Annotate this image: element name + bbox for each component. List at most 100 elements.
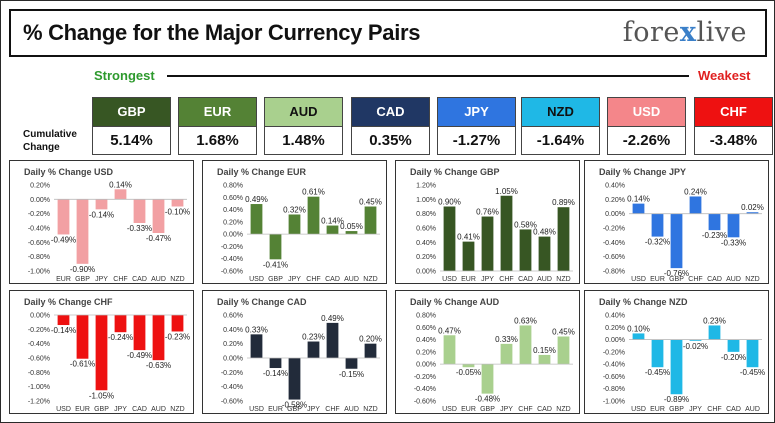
y-tick-label: 0.40% [223,207,243,214]
data-label: 0.24% [684,187,707,196]
category-label: USD [442,276,457,283]
y-tick-label: 0.00% [30,313,50,320]
y-tick-label: 1.00% [416,197,436,204]
currency-cumulative-value: -3.48% [695,126,772,155]
data-label: -0.58% [282,401,307,410]
data-label: 0.14% [321,217,344,226]
category-label: CAD [537,406,552,413]
bar-chf [326,322,339,358]
bar-cad [727,339,740,352]
bar-aud [152,199,165,234]
bar-cad [538,354,551,365]
bar-chart: 0.60% 0.40% 0.20% 0.00% -0.20% -0.40% -0.60% 0.… [221,313,382,414]
currency-code: JPY [438,98,515,126]
data-label: -0.41% [263,260,288,269]
data-label: 0.23% [703,316,726,325]
chart-title: Daily % Change CAD [217,297,307,307]
y-tick-label: -0.60% [221,269,243,276]
category-label: USD [442,406,457,413]
header-banner: % Change for the Major Currency Pairs fo… [9,9,767,57]
bar-chart: 0.00% -0.20% -0.40% -0.60% -0.80% -1.00% -1.20… [28,313,190,414]
bar-nzd [171,315,184,332]
bar-eur [651,213,664,237]
bar-aud [538,236,551,271]
category-label: EUR [461,406,476,413]
y-tick-label: 0.00% [605,211,625,218]
category-label: NZD [170,406,184,413]
chart-panel-aud: Daily % Change AUD 0.80% 0.60% 0.40% 0.20% 0.… [395,290,580,414]
currency-code: CAD [352,98,429,126]
category-label: EUR [56,276,71,283]
category-label: GBP [480,406,495,413]
data-label: 0.76% [476,208,499,217]
chart-title: Daily % Change AUD [410,297,500,307]
category-label: JPY [307,406,320,413]
data-label: -0.32% [645,238,670,247]
data-label: -0.14% [263,369,288,378]
chart-title: Daily % Change CHF [24,297,113,307]
bar-gbp [670,339,683,395]
currency-cumulative-value: 0.35% [352,126,429,155]
y-tick-label: 1.20% [416,183,436,190]
category-label: AUD [344,276,359,283]
data-label: 0.45% [552,328,575,337]
bar-nzd [557,207,570,271]
y-tick-label: 0.00% [416,269,436,276]
bar-chart: 0.40% 0.20% 0.00% -0.20% -0.40% -0.60% -0.80% 0… [603,183,764,284]
y-tick-label: -0.60% [221,399,243,406]
cumulative-change-label: Cumulative Change [23,129,77,153]
category-label: JPY [114,406,127,413]
chart-title: Daily % Change NZD [599,297,688,307]
bar-gbp [269,234,282,260]
data-label: 0.49% [245,195,268,204]
currency-code: USD [608,98,685,126]
bar-jpy [481,216,494,271]
data-label: -0.89% [664,395,689,404]
bar-eur [57,199,70,235]
bar-usd [632,203,645,214]
currency-box-chf: CHF -3.48% [694,97,773,155]
category-label: AUD [151,406,166,413]
category-label: EUR [650,406,665,413]
bar-aud [345,358,358,369]
strongest-label: Strongest [94,68,155,83]
data-label: -0.49% [51,235,76,244]
bar-chf [689,196,702,214]
bar-aud [746,339,759,368]
y-tick-label: -0.40% [603,362,625,369]
y-tick-label: -0.40% [28,226,50,233]
currency-box-jpy: JPY -1.27% [437,97,516,155]
chart-panel-usd: Daily % Change USD 0.20% 0.00% -0.20% -0.40%… [9,160,194,284]
data-label: -0.76% [664,269,689,278]
data-label: 0.33% [245,325,268,334]
y-tick-label: -0.20% [221,244,243,251]
chart-panel-nzd: Daily % Change NZD 0.40% 0.20% 0.00% -0.20% -… [584,290,769,414]
y-tick-label: 0.40% [416,337,436,344]
bar-nzd [746,212,759,214]
bar-eur [462,241,475,271]
data-label: -0.90% [70,265,95,274]
chart-panel-jpy: Daily % Change JPY 0.40% 0.20% 0.00% -0.20% -… [584,160,769,284]
bar-gbp [670,213,683,269]
y-tick-label: 0.20% [223,219,243,226]
y-tick-label: 0.40% [605,313,625,320]
y-tick-label: -0.80% [603,386,625,393]
y-tick-label: 0.80% [223,183,243,190]
bar-chart: 0.40% 0.20% 0.00% -0.20% -0.40% -0.60% -0.80% -… [603,313,765,414]
data-label: 0.49% [321,314,344,323]
currency-box-eur: EUR 1.68% [178,97,257,155]
data-label: -0.02% [683,342,708,351]
y-tick-label: -0.80% [28,370,50,377]
data-label: 0.45% [359,198,382,207]
data-label: -0.61% [70,360,95,369]
category-label: CAD [132,276,147,283]
category-label: JPY [288,276,301,283]
category-label: AUD [726,276,741,283]
y-tick-label: -0.20% [28,327,50,334]
y-tick-label: 0.40% [223,327,243,334]
data-label: -0.45% [645,368,670,377]
data-label: 0.20% [359,335,382,344]
data-label: -0.15% [339,370,364,379]
category-label: NZD [745,276,759,283]
data-label: -0.49% [127,351,152,360]
